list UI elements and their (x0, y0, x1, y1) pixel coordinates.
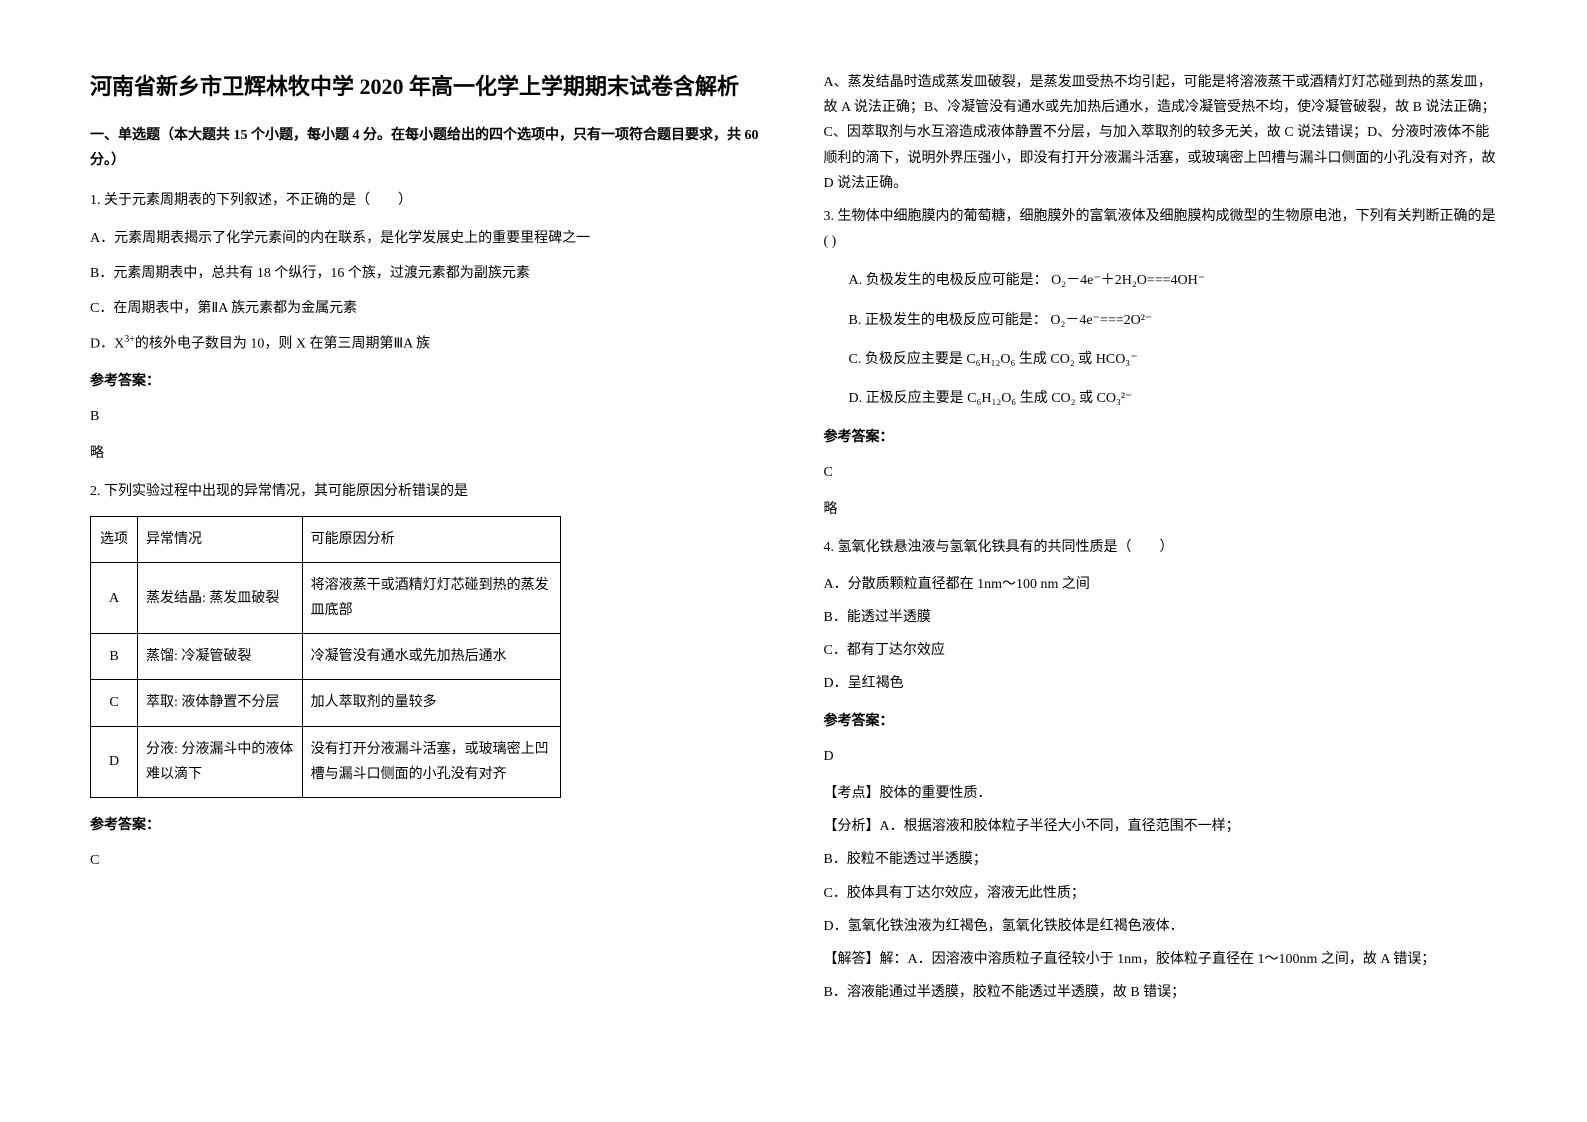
q4-answer: D (824, 744, 1498, 769)
q1-option-d: D．X3+的核外电子数目为 10，则 X 在第三周期第ⅢA 族 (90, 331, 764, 357)
q3-option-b: B. 正极发生的电极反应可能是： O₂－4e⁻===2O²⁻ (849, 308, 1498, 333)
cell-d-reason: 没有打开分液漏斗活塞，或玻璃密上凹槽与漏斗口侧面的小孔没有对齐 (302, 726, 561, 797)
th-situation: 异常情况 (138, 516, 303, 562)
q1-d-post: 的核外电子数目为 10，则 X 在第三周期第ⅢA 族 (135, 337, 430, 352)
q4-option-c: C．都有丁达尔效应 (824, 638, 1498, 663)
cell-b-opt: B (91, 634, 138, 680)
q4-option-a: A．分散质颗粒直径都在 1nm～100 nm 之间 (824, 572, 1498, 597)
q4-fenxi-c: C．胶体具有丁达尔效应，溶液无此性质； (824, 881, 1498, 906)
q3-option-d: D. 正极反应主要是 C₆H₁₂O₆ 生成 CO₂ 或 CO₃²⁻ (849, 386, 1498, 411)
q1-d-pre: D．X (90, 337, 124, 352)
left-column: 河南省新乡市卫辉林牧中学 2020 年高一化学上学期期末试卷含解析 一、单选题（… (0, 0, 794, 1122)
table-header-row: 选项 异常情况 可能原因分析 (91, 516, 561, 562)
q4-jieda-b: B．溶液能通过半透膜，胶粒不能透过半透膜，故 B 错误； (824, 980, 1498, 1005)
q2-stem: 2. 下列实验过程中出现的异常情况，其可能原因分析错误的是 (90, 479, 764, 504)
section-header: 一、单选题（本大题共 15 个小题，每小题 4 分。在每小题给出的四个选项中，只… (90, 123, 764, 173)
q3-extra: 略 (824, 497, 1498, 522)
q3-option-a: A. 负极发生的电极反应可能是： O₂－4e⁻＋2H₂O===4OH⁻ (849, 268, 1498, 293)
cell-d-situation: 分液: 分液漏斗中的液体难以滴下 (138, 726, 303, 797)
q2-explanation: A、蒸发结晶时造成蒸发皿破裂，是蒸发皿受热不均引起，可能是将溶液蒸干或酒精灯灯芯… (824, 70, 1498, 196)
cell-a-opt: A (91, 562, 138, 633)
q2-answer: C (90, 848, 764, 873)
table-row: C 萃取: 液体静置不分层 加人萃取剂的量较多 (91, 680, 561, 726)
table-row: B 蒸馏: 冷凝管破裂 冷凝管没有通水或先加热后通水 (91, 634, 561, 680)
q1-extra: 略 (90, 441, 764, 466)
q4-jieda-a: 【解答】解：A．因溶液中溶质粒子直径较小于 1nm，胶体粒子直径在 1～100n… (824, 947, 1498, 972)
q4-kaodian: 【考点】胶体的重要性质． (824, 781, 1498, 806)
q3-answer: C (824, 460, 1498, 485)
table-row: D 分液: 分液漏斗中的液体难以滴下 没有打开分液漏斗活塞，或玻璃密上凹槽与漏斗… (91, 726, 561, 797)
q4-stem: 4. 氢氧化铁悬浊液与氢氧化铁具有的共同性质是（ ） (824, 535, 1498, 560)
q1-option-a: A．元素周期表揭示了化学元素间的内在联系，是化学发展史上的重要里程碑之一 (90, 226, 764, 251)
q1-option-c: C．在周期表中，第ⅡA 族元素都为金属元素 (90, 296, 764, 321)
cell-d-opt: D (91, 726, 138, 797)
q4-fenxi-b: B．胶粒不能透过半透膜； (824, 847, 1498, 872)
exam-title: 河南省新乡市卫辉林牧中学 2020 年高一化学上学期期末试卷含解析 (90, 70, 764, 103)
q3-answer-label: 参考答案： (824, 425, 1498, 450)
q1-option-b: B．元素周期表中，总共有 18 个纵行，16 个族，过渡元素都为副族元素 (90, 261, 764, 286)
cell-a-reason: 将溶液蒸干或酒精灯灯芯碰到热的蒸发皿底部 (302, 562, 561, 633)
q4-fenxi-d: D．氢氧化铁浊液为红褐色，氢氧化铁胶体是红褐色液体． (824, 914, 1498, 939)
q4-fenxi-a: 【分析】A．根据溶液和胶体粒子半径大小不同，直径范围不一样； (824, 814, 1498, 839)
q2-answer-label: 参考答案： (90, 813, 764, 838)
q2-table: 选项 异常情况 可能原因分析 A 蒸发结晶: 蒸发皿破裂 将溶液蒸干或酒精灯灯芯… (90, 516, 561, 798)
cell-a-situation: 蒸发结晶: 蒸发皿破裂 (138, 562, 303, 633)
q1-stem: 1. 关于元素周期表的下列叙述，不正确的是（ ） (90, 188, 764, 213)
q4-answer-label: 参考答案： (824, 709, 1498, 734)
right-column: A、蒸发结晶时造成蒸发皿破裂，是蒸发皿受热不均引起，可能是将溶液蒸干或酒精灯灯芯… (794, 0, 1587, 1122)
q3-stem: 3. 生物体中细胞膜内的葡萄糖，细胞膜外的富氧液体及细胞膜构成微型的生物原电池，… (824, 204, 1498, 254)
th-reason: 可能原因分析 (302, 516, 561, 562)
q1-d-sup: 3+ (124, 334, 135, 345)
cell-b-situation: 蒸馏: 冷凝管破裂 (138, 634, 303, 680)
q1-answer-label: 参考答案： (90, 369, 764, 394)
cell-c-reason: 加人萃取剂的量较多 (302, 680, 561, 726)
q4-option-d: D．呈红褐色 (824, 671, 1498, 696)
q4-option-b: B．能透过半透膜 (824, 605, 1498, 630)
th-option: 选项 (91, 516, 138, 562)
table-row: A 蒸发结晶: 蒸发皿破裂 将溶液蒸干或酒精灯灯芯碰到热的蒸发皿底部 (91, 562, 561, 633)
q3-option-c: C. 负极反应主要是 C₆H₁₂O₆ 生成 CO₂ 或 HCO₃⁻ (849, 347, 1498, 372)
q1-answer: B (90, 404, 764, 429)
cell-c-situation: 萃取: 液体静置不分层 (138, 680, 303, 726)
cell-c-opt: C (91, 680, 138, 726)
cell-b-reason: 冷凝管没有通水或先加热后通水 (302, 634, 561, 680)
